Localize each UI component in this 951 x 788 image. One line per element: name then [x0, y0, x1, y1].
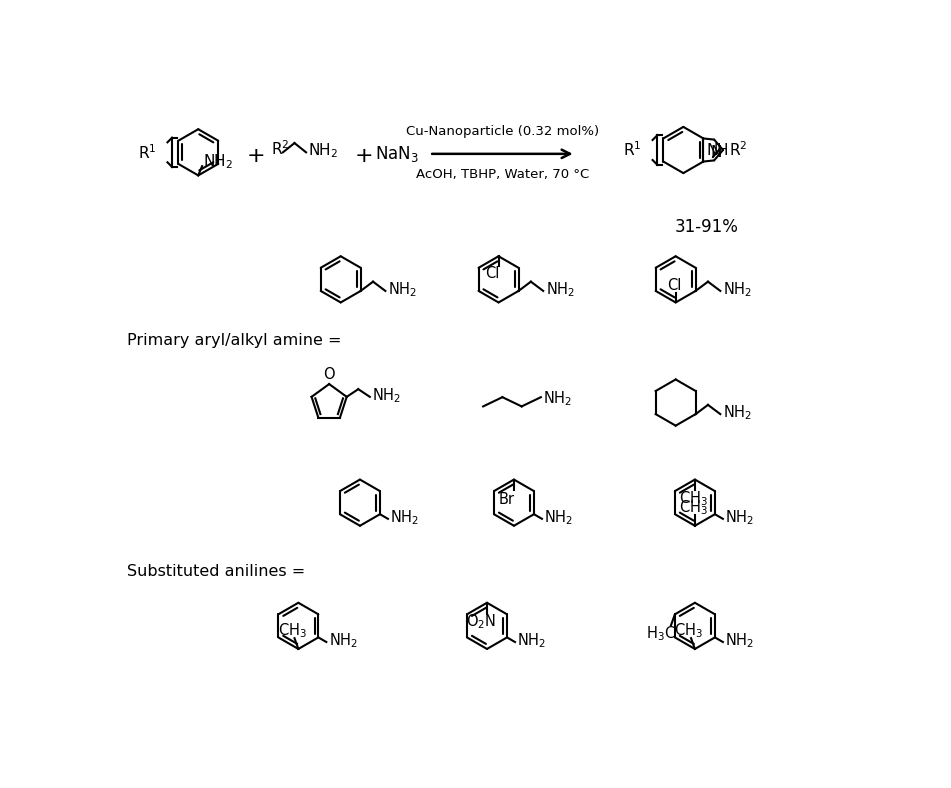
Text: N: N [710, 145, 722, 160]
Text: Cl: Cl [485, 266, 499, 281]
Text: NH$_2$: NH$_2$ [543, 389, 573, 408]
Text: R$^1$: R$^1$ [138, 143, 157, 162]
Text: CH$_3$: CH$_3$ [674, 621, 703, 640]
Text: R$^2$: R$^2$ [729, 140, 747, 159]
Text: CH$_3$: CH$_3$ [278, 621, 306, 640]
Text: R$^1$: R$^1$ [623, 140, 642, 159]
Text: Primary aryl/alkyl amine =: Primary aryl/alkyl amine = [127, 333, 342, 348]
Text: O$_2$N: O$_2$N [466, 612, 495, 631]
Text: H: H [716, 143, 728, 158]
Text: CH$_3$: CH$_3$ [679, 498, 708, 517]
Text: NH$_2$: NH$_2$ [388, 280, 417, 299]
Text: +: + [246, 146, 265, 166]
Text: NH$_2$: NH$_2$ [723, 403, 751, 422]
Text: Br: Br [498, 492, 514, 507]
Text: CH$_3$: CH$_3$ [679, 489, 708, 508]
Text: N: N [707, 143, 718, 158]
Text: NaN$_3$: NaN$_3$ [376, 144, 419, 164]
Text: +: + [355, 146, 373, 166]
Text: AcOH, TBHP, Water, 70 °C: AcOH, TBHP, Water, 70 °C [416, 168, 589, 180]
Text: 31-91%: 31-91% [674, 218, 738, 236]
Text: NH$_2$: NH$_2$ [726, 508, 754, 526]
Text: H$_3$C: H$_3$C [647, 624, 676, 643]
Text: NH$_2$: NH$_2$ [544, 508, 573, 526]
Text: O: O [323, 367, 335, 382]
Text: NH$_2$: NH$_2$ [723, 280, 751, 299]
Text: NH$_2$: NH$_2$ [517, 631, 546, 650]
Text: Cl: Cl [667, 278, 681, 293]
Text: NH$_2$: NH$_2$ [372, 386, 401, 405]
Text: NH$_2$: NH$_2$ [329, 631, 358, 650]
Text: NH$_2$: NH$_2$ [390, 508, 419, 526]
Text: NH$_2$: NH$_2$ [726, 631, 754, 650]
Text: NH$_2$: NH$_2$ [546, 280, 574, 299]
Text: NH$_2$: NH$_2$ [203, 152, 233, 171]
Text: Cu-Nanoparticle (0.32 mol%): Cu-Nanoparticle (0.32 mol%) [406, 125, 599, 139]
Text: R$^2$: R$^2$ [271, 139, 290, 158]
Text: NH$_2$: NH$_2$ [307, 141, 338, 160]
Text: Substituted anilines =: Substituted anilines = [127, 564, 305, 579]
